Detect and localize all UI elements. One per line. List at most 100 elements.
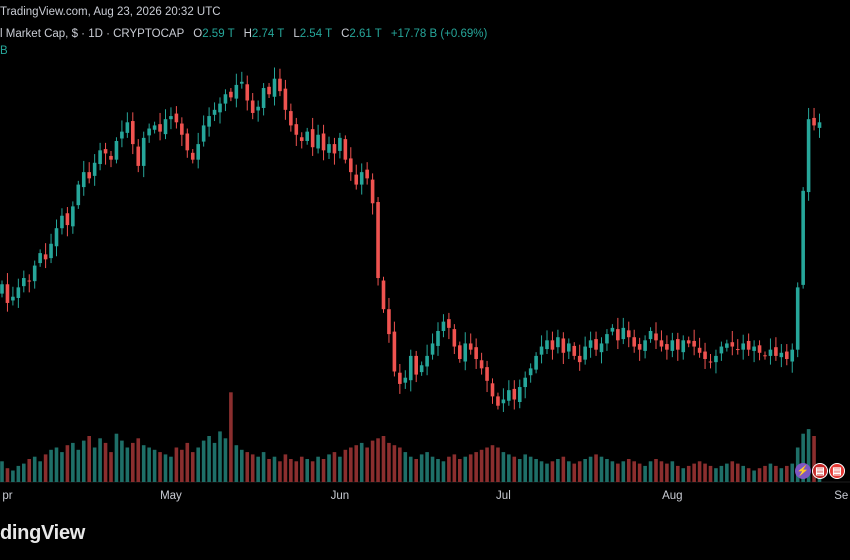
candle-body: [681, 340, 686, 353]
candle: [817, 113, 822, 138]
candle-body: [626, 330, 631, 338]
candle-body: [245, 84, 250, 101]
volume-bar: [463, 456, 468, 482]
volume-bar: [599, 456, 604, 482]
candle-body: [790, 349, 795, 362]
low-value: 2.54 T: [299, 28, 332, 40]
candle: [643, 335, 647, 359]
volume-bar: [643, 465, 647, 482]
candle: [354, 164, 359, 190]
candle: [141, 131, 146, 178]
volume-bar: [430, 456, 435, 482]
volume-bar: [267, 459, 271, 482]
candle: [479, 352, 484, 375]
candle: [65, 207, 70, 237]
candle: [305, 127, 309, 145]
candle: [310, 117, 315, 156]
candle-body: [147, 128, 151, 136]
candle-body: [98, 150, 102, 165]
candle-body: [479, 360, 484, 369]
volume-bar: [114, 433, 119, 482]
volume-bar: [54, 447, 59, 482]
candle: [207, 107, 211, 137]
candle: [81, 160, 86, 196]
candle-body: [289, 111, 293, 126]
candle-body: [294, 124, 299, 135]
candle: [725, 339, 729, 352]
volume-layer: [0, 392, 822, 482]
volume-bar: [289, 459, 293, 482]
volume-bar: [278, 461, 282, 482]
candle: [517, 379, 522, 409]
open-label: O: [193, 28, 203, 40]
candle: [278, 68, 282, 97]
candle: [32, 260, 37, 289]
volume-bar: [621, 461, 626, 482]
candle: [686, 336, 691, 348]
volume-bar: [637, 463, 642, 482]
candle: [332, 137, 337, 165]
volume-bar: [76, 449, 81, 482]
candle: [381, 276, 386, 313]
open-value: 2.59 T: [202, 28, 235, 40]
volume-bar: [610, 461, 615, 482]
candle-body: [447, 319, 451, 328]
candle: [38, 249, 42, 267]
candle: [474, 338, 478, 369]
candle-body: [125, 122, 130, 133]
candle: [632, 329, 636, 353]
candle: [452, 324, 457, 355]
candle-body: [240, 81, 244, 84]
candle: [550, 331, 555, 360]
candle: [294, 117, 299, 146]
candle: [190, 149, 195, 164]
candle-body: [485, 367, 489, 381]
candle: [512, 380, 517, 410]
candle: [545, 330, 549, 355]
volume-bar: [163, 454, 168, 482]
candle: [283, 79, 288, 120]
tradingview-logo: dingView: [0, 522, 86, 544]
candle-body: [452, 329, 457, 347]
volume-bar: [343, 449, 348, 482]
candle: [338, 132, 342, 159]
candle: [109, 150, 113, 168]
volume-bar: [507, 454, 511, 482]
candle-body: [403, 377, 408, 383]
us-flag-icon[interactable]: ▤: [812, 463, 828, 479]
candle-body: [81, 172, 86, 188]
candle: [507, 380, 511, 406]
lightning-icon[interactable]: ⚡: [795, 463, 811, 479]
volume-bar: [294, 461, 299, 482]
candle: [163, 109, 168, 140]
candle: [229, 88, 233, 102]
candle: [147, 123, 151, 143]
volume-bar: [774, 465, 778, 482]
volume-bar: [556, 459, 560, 482]
volume-bar: [141, 445, 146, 482]
candle: [654, 322, 658, 350]
candle-body: [616, 329, 620, 341]
volume-bar: [349, 447, 353, 482]
volume-bar: [741, 465, 745, 482]
candle-body: [365, 169, 369, 179]
symbol-label[interactable]: l Market Cap, $ · 1D · CRYPTOCAP: [0, 28, 185, 40]
candle-body: [185, 133, 190, 151]
candle-body: [261, 88, 266, 108]
candle: [185, 128, 190, 158]
us-flag-icon[interactable]: ▤: [829, 463, 845, 479]
candle-body: [338, 137, 342, 151]
volume-bar: [588, 456, 593, 482]
candle: [605, 329, 609, 351]
candle-body: [332, 144, 337, 154]
candle: [92, 154, 97, 186]
candle: [120, 120, 124, 148]
candle-body: [321, 133, 326, 151]
volume-bar: [250, 454, 255, 482]
candle-body: [768, 349, 773, 356]
candle-body: [370, 179, 375, 204]
candle: [261, 83, 266, 116]
candle: [0, 280, 4, 298]
candle: [528, 363, 533, 383]
